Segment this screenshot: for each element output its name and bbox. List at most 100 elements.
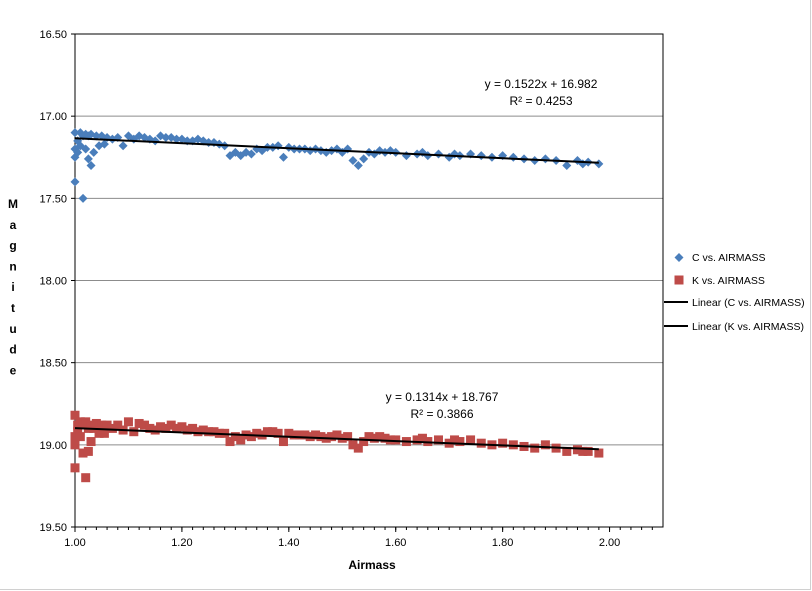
data-point-k (145, 423, 155, 433)
data-point-k (70, 440, 80, 450)
data-point-c (73, 147, 83, 157)
x-tick-label: 1.60 (385, 537, 406, 549)
trend-equation-k: y = 0.1314x + 18.767 (386, 390, 499, 404)
data-point-k (161, 423, 171, 433)
legend-item-trend-k: Linear (K vs. AIRMASS) (664, 321, 804, 333)
data-point-k (364, 432, 374, 442)
y-tick-label: 19.50 (39, 522, 67, 534)
legend-item-k: K vs. AIRMASS (674, 275, 765, 287)
data-point-k (166, 420, 176, 430)
data-point-k (236, 435, 246, 445)
data-point-k (583, 446, 593, 456)
y-axis-title-letter: g (9, 239, 16, 253)
data-point-k (594, 448, 604, 458)
data-point-k (107, 423, 117, 433)
data-point-k (94, 428, 104, 438)
data-point-c (594, 159, 604, 169)
data-point-c (348, 156, 358, 166)
legend-item-trend-c: Linear (C vs. AIRMASS) (664, 297, 805, 309)
data-point-k (70, 432, 80, 442)
trend-label-k: y = 0.1314x + 18.767 R² = 0.3866 (386, 390, 499, 421)
data-point-k (182, 425, 192, 435)
y-axis-title-letter: t (11, 301, 15, 315)
legend-label-k: K vs. AIRMASS (692, 275, 765, 287)
data-point-c (118, 141, 128, 151)
data-point-k (262, 427, 272, 437)
y-tick-label: 19.00 (39, 440, 67, 452)
data-point-c (401, 151, 411, 161)
data-point-k (70, 410, 80, 420)
data-point-k (129, 427, 139, 437)
data-point-k (359, 437, 369, 447)
y-axis-ticks: 16.50 17.00 17.50 18.00 18.50 19.00 19.50 (39, 29, 75, 534)
data-point-k (252, 428, 262, 438)
data-point-c (433, 149, 443, 159)
data-point-k (278, 437, 288, 447)
data-point-k (327, 432, 337, 442)
data-point-k (102, 420, 112, 430)
trend-equation-c: y = 0.1522x + 16.982 (485, 77, 598, 91)
data-point-k (295, 430, 305, 440)
data-point-c (89, 147, 99, 157)
legend: C vs. AIRMASS K vs. AIRMASS Linear (C vs… (664, 252, 805, 333)
data-point-c (161, 133, 171, 143)
data-point-k (225, 437, 235, 447)
trendline-c (74, 137, 599, 164)
y-axis-title-letter: d (9, 343, 16, 357)
data-point-k (81, 473, 91, 483)
y-tick-label: 18.00 (39, 276, 67, 288)
data-point-k (380, 433, 390, 443)
data-point-k (230, 432, 240, 442)
data-point-k (466, 435, 476, 445)
x-tick-label: 1.00 (64, 537, 85, 549)
trendline-k (74, 427, 599, 451)
data-point-k (391, 435, 401, 445)
data-point-k (476, 438, 486, 448)
data-point-c (70, 177, 80, 187)
x-tick-label: 1.20 (171, 537, 192, 549)
data-point-k (172, 423, 182, 433)
y-axis-title-letter: a (10, 218, 17, 232)
data-point-c (172, 134, 182, 144)
y-axis-title-letter: n (9, 259, 16, 273)
data-point-k (530, 443, 540, 453)
data-point-k (150, 425, 160, 435)
data-point-k (343, 432, 353, 442)
data-point-k (498, 438, 508, 448)
y-tick-label: 16.50 (39, 29, 67, 41)
data-point-c (508, 152, 518, 162)
x-tick-label: 1.80 (492, 537, 513, 549)
data-point-k (450, 435, 460, 445)
data-point-k (284, 428, 294, 438)
data-point-k (348, 440, 358, 450)
data-point-k (353, 443, 363, 453)
data-point-c (78, 193, 88, 203)
data-point-k (305, 432, 315, 442)
y-tick-label: 18.50 (39, 358, 67, 370)
data-point-k (86, 437, 96, 447)
x-axis-ticks: 1.00 1.20 1.40 1.60 1.80 2.00 (64, 527, 653, 549)
data-point-k (70, 463, 80, 473)
legend-label-trend-k: Linear (K vs. AIRMASS) (692, 321, 804, 333)
y-axis-title-letter: e (10, 363, 17, 377)
data-point-c (83, 154, 93, 164)
data-point-k (91, 418, 101, 428)
data-point-k (73, 427, 83, 437)
data-point-k (316, 432, 326, 442)
data-point-k (134, 418, 144, 428)
data-point-k (273, 428, 283, 438)
legend-item-c: C vs. AIRMASS (674, 252, 766, 264)
data-point-k (375, 432, 385, 442)
y-axis-title-letter: i (11, 280, 14, 294)
data-point-c (70, 128, 80, 138)
y-tick-label: 17.00 (39, 111, 67, 123)
data-point-k (433, 435, 443, 445)
data-point-k (209, 427, 219, 437)
data-point-k (99, 428, 109, 438)
data-point-c (99, 139, 109, 149)
data-point-k (412, 435, 422, 445)
data-point-k (246, 432, 256, 442)
trendlines (74, 137, 599, 451)
data-point-k (139, 420, 149, 430)
